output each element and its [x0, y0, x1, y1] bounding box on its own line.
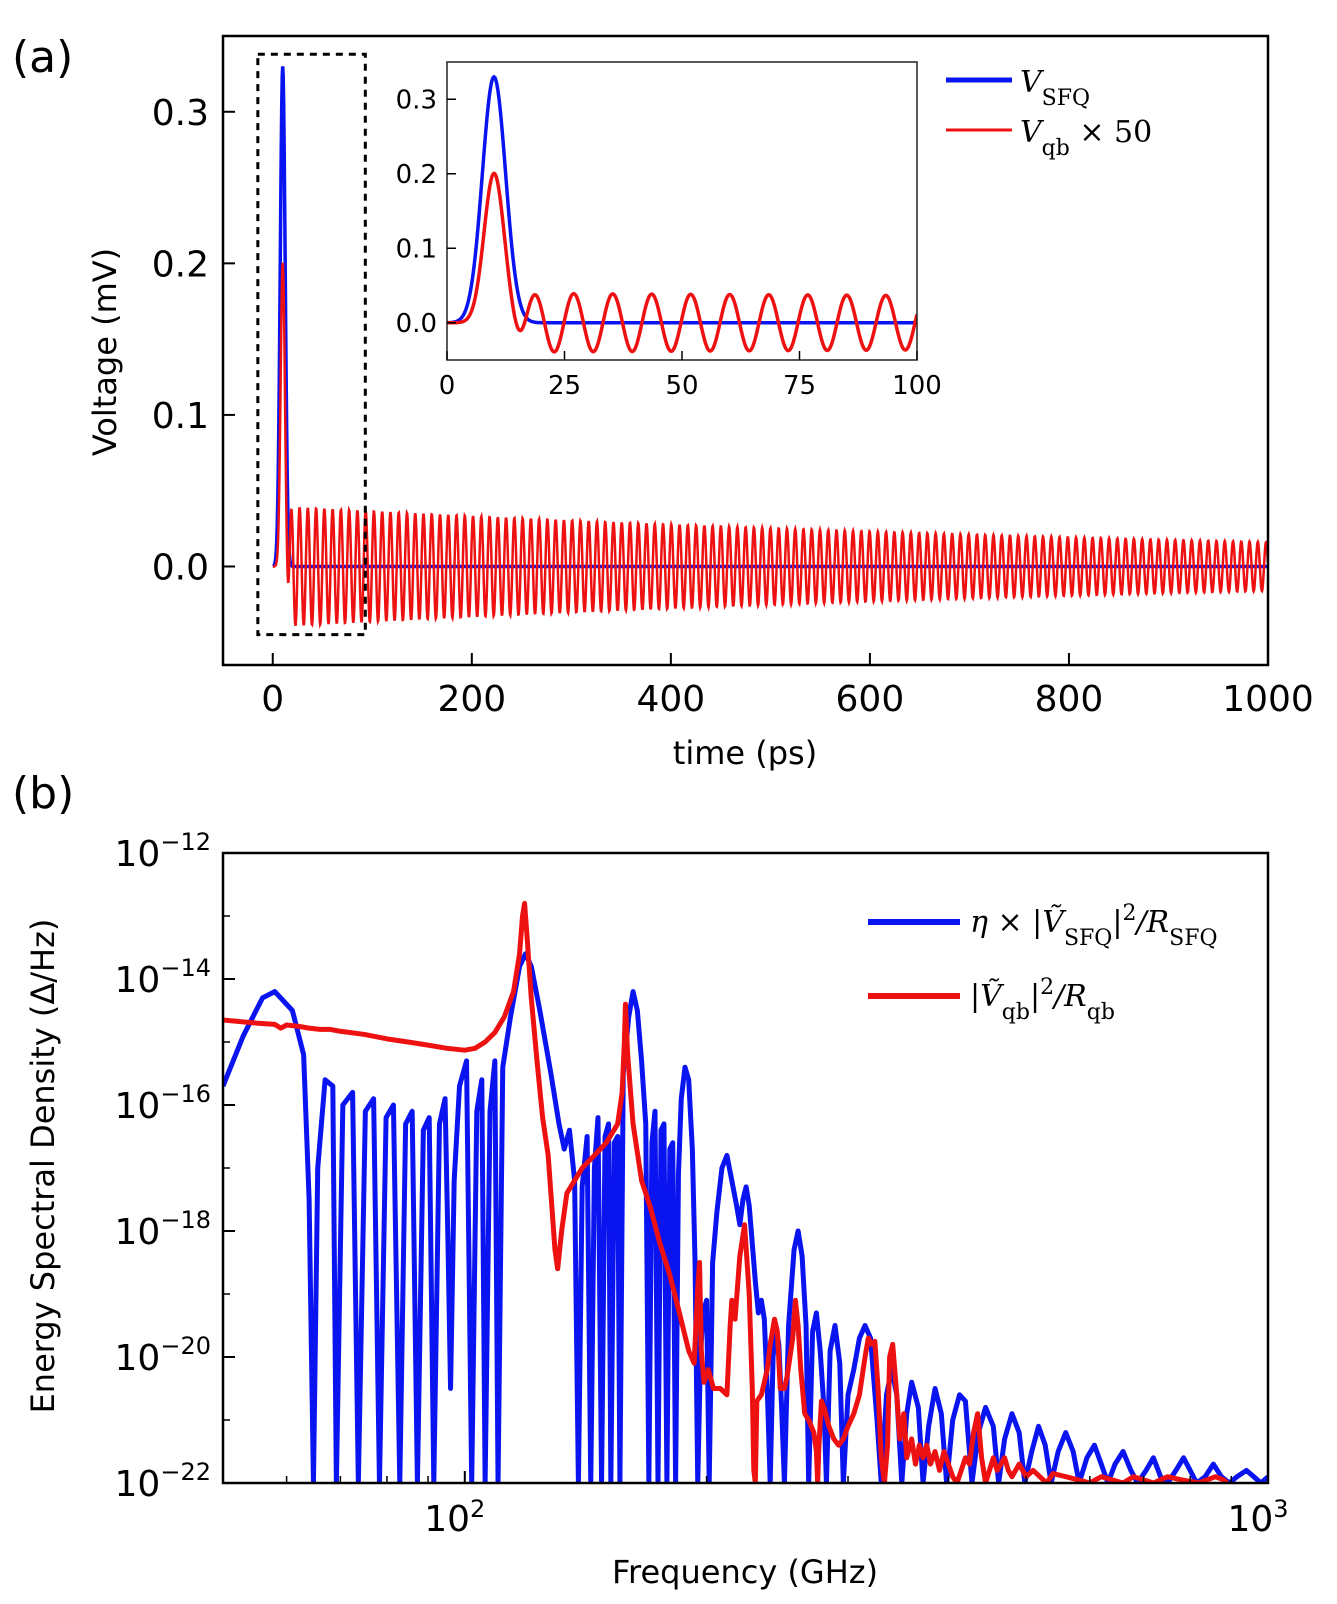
- b-y-tick-base: 10: [115, 1338, 161, 1379]
- inset-y-tick-label: 0.1: [396, 234, 437, 264]
- legend-label-esd-qb: |Ṽqb|2/Rqb: [970, 975, 1115, 1025]
- x-tick-label: 200: [437, 679, 506, 720]
- panel-a-series: [272, 66, 1268, 630]
- b-y-tick-label: 10−18: [115, 1206, 211, 1253]
- inset-y-tick-label: 0.0: [396, 309, 437, 339]
- b-x-tick-label: 103: [1227, 1495, 1288, 1540]
- panel-label-a: (a): [12, 32, 73, 83]
- x-tick-label: 1000: [1222, 679, 1314, 720]
- panel-b-legend: η × |ṼSFQ|2/RSFQ |Ṽqb|2/Rqb: [868, 901, 1218, 1025]
- panel-a-legend: VSFQ Vqb × 50: [946, 65, 1152, 161]
- b-y-tick-exp: −14: [160, 954, 211, 982]
- x-tick-label: 0: [261, 679, 284, 720]
- b-y-tick-label: 10−12: [115, 828, 211, 875]
- panel-b-series: [223, 900, 1268, 1483]
- panel-b-x-axis-label: Frequency (GHz): [612, 1553, 878, 1591]
- b-y-tick-label: 10−16: [115, 1080, 211, 1127]
- legend-vsfq-main: V: [1020, 65, 1045, 100]
- b-x-tick-label: 102: [424, 1495, 485, 1540]
- inset-zoom-plot: 0 25 50 75 100 0.0 0.1 0.2 0.3: [396, 61, 942, 401]
- inset-x-tick-label: 50: [665, 371, 698, 401]
- x-tick-label: 600: [836, 679, 905, 720]
- panel-a-x-axis-label: time (ps): [673, 734, 817, 772]
- panel-a-y-axis-label: Voltage (mV): [86, 248, 124, 456]
- inset-x-tick-label: 100: [892, 371, 942, 401]
- series-vqb-line: [272, 262, 1268, 630]
- b-y-tick-label: 10−22: [115, 1458, 211, 1505]
- inset-y-tick-label: 0.3: [396, 85, 437, 115]
- series-esd-qb-line: [223, 900, 1229, 1483]
- b-y-tick-base: 10: [115, 960, 161, 1001]
- b-y-tick-exp: −18: [160, 1206, 211, 1234]
- b-x-tick-exp: 3: [1273, 1495, 1288, 1523]
- b-y-tick-base: 10: [115, 1464, 161, 1505]
- inset-x-tick-label: 75: [783, 371, 816, 401]
- panel-label-b: (b): [12, 768, 74, 819]
- y-tick-label: 0.3: [152, 93, 209, 134]
- b-y-tick-base: 10: [115, 1086, 161, 1127]
- panel-a-frame: [221, 34, 1270, 667]
- inset-series-vqb-line: [447, 171, 917, 354]
- b-y-tick-base: 10: [115, 1212, 161, 1253]
- b-y-tick-label: 10−14: [115, 954, 211, 1001]
- y-tick-label: 0.0: [152, 547, 209, 588]
- inset-x-tick-label: 0: [439, 371, 456, 401]
- legend-vqb-suffix: × 50: [1070, 115, 1152, 150]
- legend-label-esd-sfq: η × |ṼSFQ|2/RSFQ: [970, 901, 1218, 951]
- series-esd-sfq-line: [223, 951, 1268, 1483]
- legend-vsfq-sub: SFQ: [1042, 86, 1090, 111]
- x-tick-label: 800: [1035, 679, 1104, 720]
- inset-y-tick-label: 0.2: [396, 160, 437, 190]
- inset-series: [447, 74, 917, 354]
- b-y-tick-base: 10: [115, 834, 161, 875]
- inset-ticks: 0 25 50 75 100 0.0 0.1 0.2 0.3: [396, 85, 942, 401]
- zoom-region-box: [256, 52, 367, 637]
- b-y-tick-exp: −22: [160, 1458, 211, 1486]
- legend-vqb-main: V: [1020, 115, 1045, 150]
- y-tick-label: 0.1: [152, 396, 209, 437]
- b-x-tick-exp: 2: [470, 1495, 485, 1523]
- b-y-tick-exp: −16: [160, 1080, 211, 1108]
- legend-vqb-sub: qb: [1042, 136, 1070, 161]
- b-x-tick-base: 10: [424, 1499, 470, 1540]
- panel-b-y-axis-label: Energy Spectral Density (Δ/Hz): [24, 919, 62, 1414]
- y-tick-label: 0.2: [152, 244, 209, 285]
- x-tick-label: 400: [636, 679, 705, 720]
- b-x-tick-base: 10: [1227, 1499, 1273, 1540]
- b-y-tick-exp: −20: [160, 1332, 211, 1360]
- b-y-tick-label: 10−20: [115, 1332, 211, 1379]
- legend-label-vqb: Vqb × 50: [1020, 115, 1152, 161]
- b-y-tick-exp: −12: [160, 828, 211, 856]
- inset-x-tick-label: 25: [548, 371, 581, 401]
- legend-label-vsfq: VSFQ: [1020, 65, 1090, 111]
